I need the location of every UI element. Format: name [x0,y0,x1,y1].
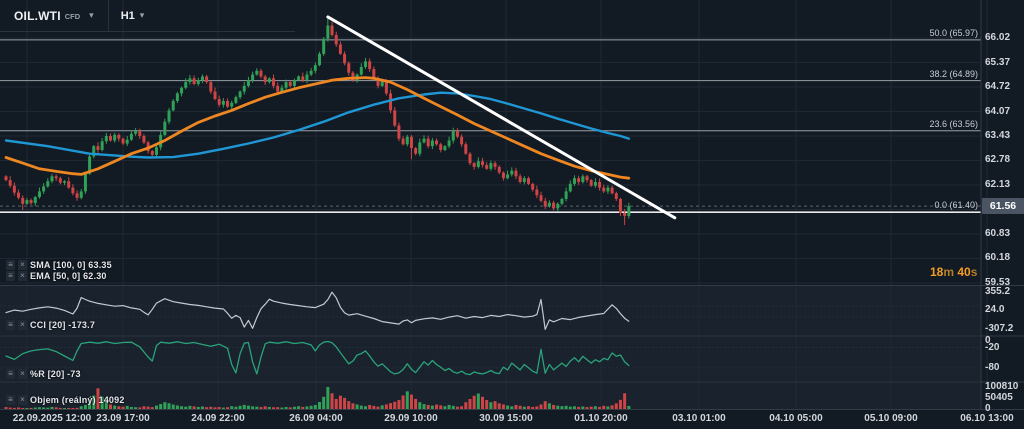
indicator-axis-tick: 0 [985,403,991,414]
indicator-close-icon[interactable]: × [18,260,27,270]
time-tick: 30.09 15:00 [479,413,533,424]
indicator-settings-icon[interactable]: ≡ [6,369,15,379]
countdown-minutes: 18 [930,265,944,279]
indicator-settings-icon[interactable]: ≡ [6,260,15,270]
price-tick: 60.83 [985,227,1011,239]
indicator-axis-tick: 50405 [985,392,1013,403]
indicator-label-sma: SMA [100, 0] 63.35 [30,260,112,270]
indicator-axis-tick: -20 [985,341,1000,353]
price-tick: 66.02 [985,32,1011,43]
indicator-close-icon[interactable]: × [18,320,27,330]
indicator-close-icon[interactable]: × [18,395,27,405]
legend-wr: ≡ × %R [20] -73 [6,369,81,379]
indicator-axis-tick: -80 [985,361,1000,373]
timeframe-label: H1 [120,9,135,22]
indicator-label-wr: %R [20] -73 [30,369,81,379]
toolbar: OIL.WTI CFD ▾ H1 ▾ [0,0,295,32]
indicator-label-ema: EMA [50, 0] 62.30 [30,271,107,281]
indicator-label-cci: CCI [20] -173.7 [30,320,96,330]
indicator-close-icon[interactable]: × [18,271,27,281]
fib-level-label: 0.0 (61.40) [934,200,978,211]
time-tick: 05.10 09:00 [864,413,918,424]
symbol-name: OIL.WTI [14,8,61,23]
time-tick: 24.09 22:00 [191,413,245,424]
instrument-type-badge: CFD [64,12,81,21]
candle-countdown: 18m 40s [930,265,977,279]
price-tick: 62.78 [985,154,1011,166]
price-tick: 64.07 [985,105,1011,117]
indicator-axis-tick: 355.2 [985,285,1011,297]
time-tick: 04.10 05:00 [769,413,823,424]
current-price-value: 61.56 [989,200,1017,212]
indicator-settings-icon[interactable]: ≡ [6,395,15,405]
price-tick: 64.72 [985,81,1011,92]
current-price-label: 61.56 [982,198,1024,214]
price-tick: 60.18 [985,252,1011,264]
countdown-seconds-unit: s [970,265,978,279]
indicator-settings-icon[interactable]: ≡ [6,271,15,281]
countdown-minutes-unit: m [943,265,955,279]
symbol-selector[interactable]: OIL.WTI CFD ▾ [0,0,109,32]
chevron-down-icon: ▾ [89,10,94,20]
legend-cci: ≡ × CCI [20] -173.7 [6,320,95,330]
time-tick: 03.10 01:00 [672,413,726,424]
price-tick: 59.53 [985,276,1011,288]
time-tick: 22.09.2025 12:00 [12,413,92,424]
indicator-close-icon[interactable]: × [18,369,27,379]
countdown-seconds: 40 [957,265,971,279]
indicator-axis-tick: 24.0 [985,304,1005,316]
time-tick: 29.09 10:00 [384,413,438,424]
time-tick: 01.10 20:00 [574,413,628,424]
price-tick: 65.37 [985,56,1011,68]
chevron-down-icon: ▾ [139,10,145,20]
indicator-settings-icon[interactable]: ≡ [6,320,15,330]
indicator-axis-tick: 100810 [985,381,1019,392]
indicator-axis-tick: -307.2 [985,322,1014,334]
price-tick: 63.43 [985,129,1011,141]
time-tick: 23.09 17:00 [96,413,150,424]
fib-level-label: 38.2 (64.89) [929,68,978,79]
time-tick: 26.09 04:00 [289,413,343,424]
indicator-axis-tick: 0 [985,334,991,346]
time-tick: 06.10 13:00 [960,413,1014,424]
indicator-label-volume: Objem (reálný) 14092 [30,395,125,405]
timeframe-selector[interactable]: H1 ▾ [109,0,157,32]
legend-volume: ≡ × Objem (reálný) 14092 [6,395,125,405]
legend-ema: ≡ × EMA [50, 0] 62.30 [6,271,107,281]
price-tick: 62.13 [985,178,1011,190]
fib-level-label: 50.0 (65.97) [929,27,978,38]
legend-sma: ≡ × SMA [100, 0] 63.35 [6,260,112,270]
fib-level-label: 23.6 (63.56) [929,118,978,129]
